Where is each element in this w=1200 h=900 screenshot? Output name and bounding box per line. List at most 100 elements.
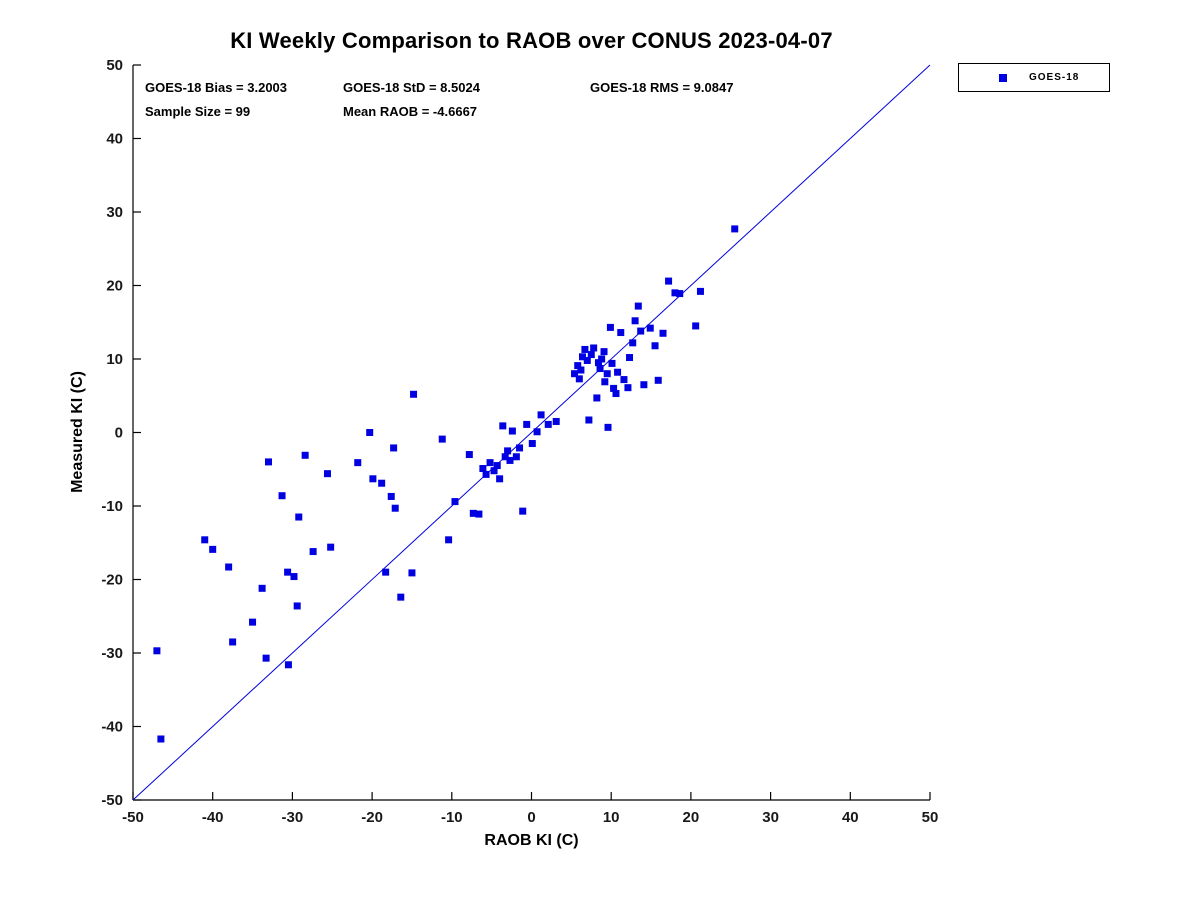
scatter-point	[620, 376, 628, 384]
scatter-point	[508, 427, 516, 435]
scatter-point	[490, 467, 498, 475]
scatter-point	[629, 339, 637, 347]
scatter-point	[327, 543, 335, 551]
scatter-point	[486, 459, 494, 467]
scatter-point	[397, 593, 405, 601]
scatter-point	[583, 356, 591, 364]
scatter-point	[523, 420, 531, 428]
scatter-point	[692, 322, 700, 330]
scatter-point	[671, 289, 679, 297]
y-tick-label: 50	[106, 57, 123, 74]
scatter-point	[640, 381, 648, 389]
y-tick-label: -30	[101, 645, 123, 662]
scatter-point	[646, 324, 654, 332]
scatter-point	[284, 661, 292, 669]
scatter-point	[382, 568, 390, 576]
scatter-point	[469, 509, 477, 517]
scatter-point	[516, 444, 524, 452]
scatter-point	[654, 376, 662, 384]
scatter-point	[617, 329, 625, 337]
scatter-point	[631, 317, 639, 325]
scatter-point	[387, 492, 395, 500]
x-tick-label: 10	[603, 809, 620, 826]
y-tick-label: -20	[101, 572, 123, 589]
x-tick-label: -50	[122, 809, 144, 826]
scatter-point	[581, 345, 589, 353]
scatter-point	[594, 359, 602, 367]
scatter-point	[676, 290, 684, 298]
scatter-point	[614, 368, 622, 376]
scatter-point	[475, 510, 483, 518]
scatter-point	[501, 453, 509, 461]
scatter-point	[519, 507, 527, 515]
scatter-point	[493, 462, 501, 470]
legend-square-marker-icon	[999, 73, 1007, 82]
scatter-point	[504, 447, 512, 455]
scatter-point	[482, 470, 490, 478]
scatter-point	[544, 420, 552, 428]
scatter-point	[579, 353, 587, 361]
scatter-point	[608, 359, 616, 367]
scatter-point	[601, 378, 609, 386]
scatter-point	[264, 458, 272, 466]
scatter-point	[225, 563, 233, 571]
y-tick-label: 20	[106, 278, 123, 295]
x-tick-label: 50	[922, 809, 939, 826]
scatter-point	[624, 384, 632, 392]
scatter-point	[451, 498, 459, 506]
x-tick-label: -20	[361, 809, 383, 826]
scatter-point	[600, 348, 608, 356]
scatter-point	[258, 584, 266, 592]
y-tick-label: 40	[106, 131, 123, 148]
scatter-point	[354, 459, 362, 467]
stat-mean-raob: Mean RAOB = -4.6667	[343, 104, 478, 119]
scatter-point	[408, 569, 416, 577]
scatter-point	[626, 354, 634, 362]
scatter-point	[390, 444, 398, 452]
x-tick-label: 20	[683, 809, 700, 826]
scatter-point	[596, 365, 604, 373]
scatter-point	[201, 536, 209, 544]
scatter-point	[651, 342, 659, 350]
x-tick-label: 30	[762, 809, 779, 826]
scatter-point	[659, 329, 667, 337]
stat-std: GOES-18 StD = 8.5024	[343, 80, 480, 95]
scatter-point	[506, 456, 514, 464]
scatter-point	[301, 451, 309, 459]
scatter-point	[369, 475, 377, 483]
legend: GOES-18	[958, 63, 1110, 92]
scatter-point	[512, 453, 520, 461]
scatter-point	[438, 435, 446, 443]
x-tick-label: 0	[527, 809, 535, 826]
stat-rms: GOES-18 RMS = 9.0847	[590, 80, 734, 95]
scatter-point	[604, 423, 612, 431]
x-tick-label: -10	[441, 809, 463, 826]
scatter-point	[378, 479, 386, 487]
x-axis-label: RAOB KI (C)	[484, 832, 579, 849]
scatter-point	[479, 465, 487, 473]
scatter-point	[410, 390, 418, 398]
scatter-point	[598, 355, 606, 363]
scatter-point	[293, 602, 301, 610]
scatter-point	[157, 735, 165, 743]
chart-title: KI Weekly Comparison to RAOB over CONUS …	[230, 28, 833, 53]
scatter-point	[496, 475, 504, 483]
scatter-point	[323, 470, 331, 478]
scatter-point	[571, 370, 579, 378]
scatter-point	[499, 422, 507, 430]
scatter-point	[606, 323, 614, 331]
y-tick-label: 0	[115, 425, 123, 442]
scatter-point	[731, 225, 739, 233]
legend-label: GOES-18	[1029, 72, 1080, 83]
scatter-point	[209, 545, 217, 553]
y-tick-label: 10	[106, 351, 123, 368]
scatter-point	[577, 366, 585, 374]
x-tick-label: 40	[842, 809, 859, 826]
scatter-point	[465, 451, 473, 459]
scatter-point	[587, 351, 595, 359]
y-tick-label: -50	[101, 792, 123, 809]
one-to-one-line	[132, 64, 931, 801]
scatter-point	[366, 429, 374, 436]
